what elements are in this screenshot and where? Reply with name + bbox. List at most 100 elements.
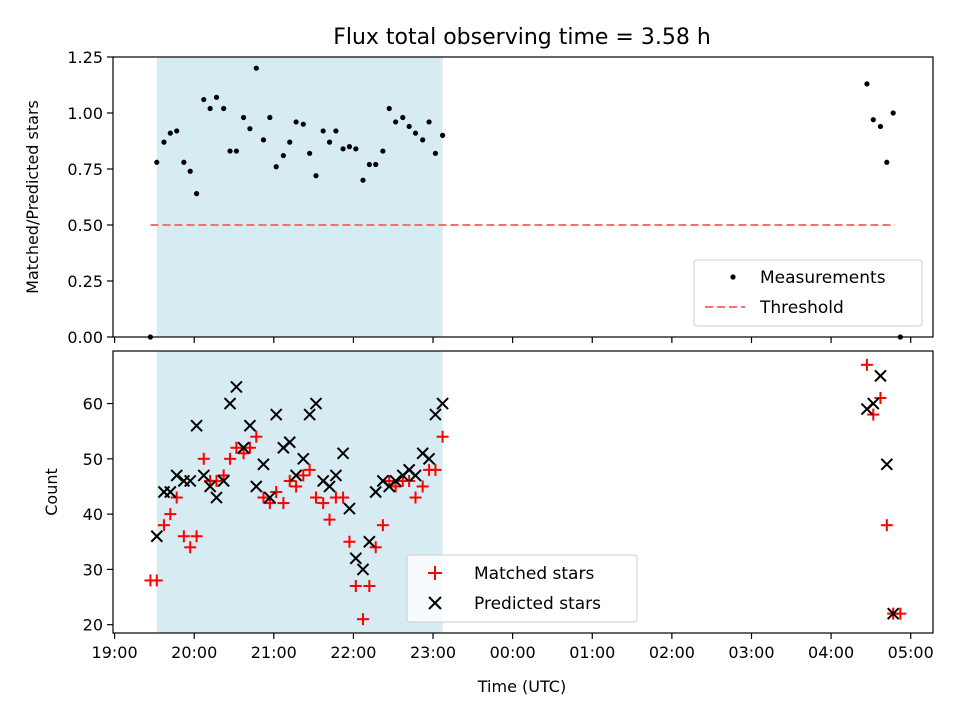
matched-point xyxy=(409,491,422,504)
measurement-point xyxy=(300,121,306,127)
measurement-point xyxy=(240,114,247,121)
matched-point xyxy=(150,574,163,587)
measurement-point xyxy=(154,159,160,165)
predicted-point xyxy=(329,469,343,482)
count-axes-frame xyxy=(112,350,934,634)
predicted-point xyxy=(190,419,203,432)
measurement-point xyxy=(161,139,167,145)
measurement-point xyxy=(227,148,233,154)
measurement-point xyxy=(884,159,890,165)
measurement-point xyxy=(386,105,392,112)
predicted-point xyxy=(363,535,376,548)
ratio-y-tick-label: 0.00 xyxy=(67,328,103,347)
predicted-point xyxy=(422,452,436,466)
predicted-point xyxy=(150,530,163,543)
matched-point xyxy=(250,430,263,443)
legend-threshold-label: Threshold xyxy=(759,298,844,318)
x-tick-label: 20:00 xyxy=(171,643,217,662)
measurement-point xyxy=(890,110,896,116)
ratio-legend-box xyxy=(693,259,923,327)
predicted-point xyxy=(197,469,210,482)
matched-point xyxy=(190,530,203,543)
measurement-point xyxy=(360,177,366,183)
matched-point xyxy=(210,474,223,487)
measurement-point xyxy=(233,148,239,154)
matched-point xyxy=(337,491,350,504)
ratio-y-axis-label: Matched/Predicted stars xyxy=(23,100,42,294)
predicted-point xyxy=(230,380,243,394)
matched-point xyxy=(170,491,183,504)
predicted-point xyxy=(343,502,356,515)
matched-point xyxy=(356,613,369,626)
measurement-point xyxy=(247,126,253,132)
measurement-point xyxy=(221,105,227,112)
measurement-point xyxy=(280,152,286,159)
measurement-point xyxy=(340,146,346,152)
matched-point xyxy=(290,480,303,493)
ratio-panel: 0.00 0.25 0.50 0.75 1.00 1.25 Matched/Predict… xyxy=(23,48,934,347)
matched-point xyxy=(867,408,880,421)
measurement-point xyxy=(187,168,193,174)
x-tick-label: 01:00 xyxy=(569,643,615,662)
x-tick-label: 19:00 xyxy=(92,643,138,662)
predicted-point xyxy=(223,397,237,410)
matched-point xyxy=(277,497,290,510)
measurement-point xyxy=(181,159,187,165)
matched-point xyxy=(436,430,449,443)
x-tick-label: 03:00 xyxy=(728,643,774,662)
matched-point xyxy=(157,519,170,532)
predicted-point xyxy=(297,452,310,466)
predicted-point xyxy=(250,480,263,493)
predicted-point xyxy=(309,397,323,410)
ratio-shaded-span xyxy=(156,57,443,337)
ratio-legend: Measurements Threshold xyxy=(693,259,923,327)
predicted-point xyxy=(269,408,283,421)
ratio-y-tick-label: 0.75 xyxy=(67,160,103,179)
ratio-y-tick-label: 0.50 xyxy=(67,216,103,235)
matched-point xyxy=(217,469,230,482)
measurement-point xyxy=(207,105,213,112)
matched-point xyxy=(376,519,389,532)
count-shaded-span xyxy=(156,351,443,633)
measurement-point xyxy=(273,164,279,170)
measurement-point xyxy=(877,123,884,130)
matched-point xyxy=(297,469,310,482)
measurement-point xyxy=(293,119,299,125)
count-y-tick-label: 50 xyxy=(83,450,103,469)
measurement-point xyxy=(253,65,259,71)
matched-point xyxy=(230,441,243,454)
matched-point xyxy=(880,519,893,532)
measurement-point xyxy=(432,150,439,156)
predicted-point xyxy=(389,474,402,488)
matched-point xyxy=(303,463,316,476)
predicted-point xyxy=(880,458,894,471)
predicted-point xyxy=(429,408,442,421)
matched-point xyxy=(343,535,356,548)
legend-predicted-marker xyxy=(428,596,442,610)
predicted-point xyxy=(257,458,270,471)
predicted-point xyxy=(184,474,197,488)
measurement-point xyxy=(320,128,326,134)
predicted-point xyxy=(336,447,350,460)
count-legend-box xyxy=(406,554,638,623)
count-y-tick-label: 40 xyxy=(83,505,103,524)
measurement-point xyxy=(870,117,876,123)
matched-point xyxy=(389,480,402,493)
measurement-point xyxy=(420,137,426,143)
measurement-point xyxy=(167,130,173,136)
matched-point xyxy=(283,474,296,487)
count-y-axis-label: Count xyxy=(42,468,61,516)
x-tick-label: 23:00 xyxy=(410,643,456,662)
matched-point xyxy=(237,447,250,460)
matched-point xyxy=(197,452,210,465)
ratio-y-tick-label: 1.25 xyxy=(67,48,103,67)
predicted-point xyxy=(164,485,177,499)
matched-point xyxy=(263,497,276,510)
legend-measurements-label: Measurements xyxy=(760,268,886,288)
predicted-point xyxy=(303,408,316,421)
predicted-point xyxy=(349,552,363,565)
measurement-point xyxy=(412,130,419,136)
measurement-point xyxy=(373,161,379,168)
predicted-point xyxy=(874,369,887,383)
measurement-point xyxy=(864,81,870,87)
